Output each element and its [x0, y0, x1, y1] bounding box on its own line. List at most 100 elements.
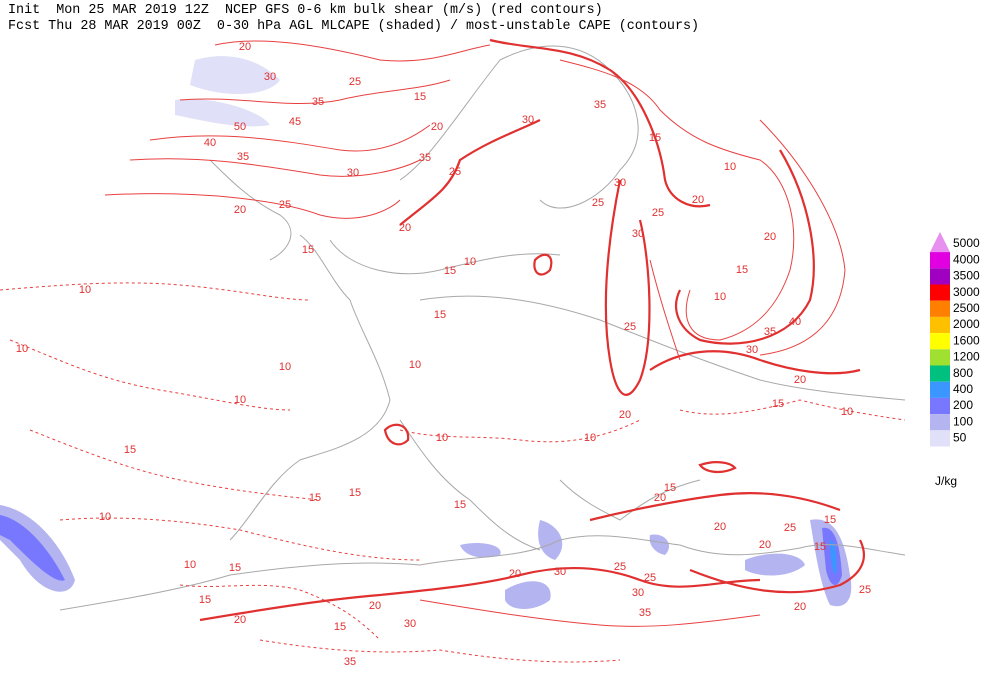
contour-label: 15: [824, 514, 836, 526]
shear-contours: [0, 38, 906, 663]
contour-label: 10: [724, 161, 736, 173]
contour-label: 15: [229, 562, 241, 574]
legend-swatch: [930, 268, 950, 285]
legend-swatch: [930, 252, 950, 269]
contour-label: 50: [234, 121, 246, 133]
legend-swatch: [930, 381, 950, 398]
contour-label: 30: [554, 566, 566, 578]
contour-label: 15: [772, 398, 784, 410]
contour-label: 20: [714, 521, 726, 533]
contour-label: 15: [454, 499, 466, 511]
contour-label: 10: [584, 432, 596, 444]
contour-label: 10: [714, 291, 726, 303]
contour-label: 10: [464, 256, 476, 268]
contour-label: 25: [614, 561, 626, 573]
contour-label: 25: [449, 166, 461, 178]
contour-label: 25: [784, 522, 796, 534]
contour-label: 30: [264, 71, 276, 83]
contour-label: 20: [654, 492, 666, 504]
contour-label: 15: [309, 492, 321, 504]
legend-label: 3500: [953, 269, 980, 283]
legend-label: 4000: [953, 252, 980, 266]
contour-label: 30: [522, 114, 534, 126]
legend: 5000 4000 3500 3000 2500 2000 1600 1200 800 400 20…: [930, 231, 980, 488]
contour-label: 35: [312, 96, 324, 108]
legend-label: 400: [953, 382, 973, 396]
contour-label: 10: [841, 406, 853, 418]
contour-label: 30: [632, 587, 644, 599]
contour-label: 10: [79, 284, 91, 296]
contour-label: 15: [334, 621, 346, 633]
legend-label: 50: [953, 431, 967, 445]
contour-label: 35: [344, 656, 356, 668]
contour-label: 20: [692, 194, 704, 206]
contour-label: 20: [369, 600, 381, 612]
contour-label: 45: [289, 116, 301, 128]
contour-label: 20: [509, 568, 521, 580]
contour-label: 15: [649, 132, 661, 144]
contour-label: 20: [764, 231, 776, 243]
contour-label: 35: [237, 151, 249, 163]
contour-label: 25: [279, 199, 291, 211]
contour-label: 20: [431, 121, 443, 133]
contour-label: 20: [239, 41, 251, 53]
header-line: Init Mon 25 MAR 2019 12Z NCEP GFS 0-6 km…: [8, 3, 603, 18]
contour-label: 25: [592, 197, 604, 209]
contour-label: 30: [746, 344, 758, 356]
contour-label: 15: [434, 309, 446, 321]
contour-label: 20: [794, 601, 806, 613]
contour-label: 15: [814, 541, 826, 553]
legend-label: 1200: [953, 350, 980, 364]
contour-label: 25: [624, 321, 636, 333]
contour-label: 25: [652, 207, 664, 219]
legend-swatch: [930, 231, 950, 253]
legend-unit: J/kg: [935, 474, 957, 488]
contour-label: 20: [759, 539, 771, 551]
coastlines: [59, 45, 906, 611]
legend-label: 2000: [953, 317, 980, 331]
legend-swatch: [930, 414, 950, 431]
contour-label: 40: [204, 137, 216, 149]
legend-label: 5000: [953, 236, 980, 250]
contour-label: 10: [409, 359, 421, 371]
contour-label: 20: [794, 374, 806, 386]
legend-swatch: [930, 300, 950, 317]
contour-label: 15: [664, 482, 676, 494]
header-line: Fcst Thu 28 MAR 2019 00Z 0-30 hPa AGL ML…: [8, 19, 699, 34]
contour-label: 40: [789, 316, 801, 328]
contour-label: 25: [644, 572, 656, 584]
legend-label: 2500: [953, 301, 980, 315]
contour-label: 35: [639, 607, 651, 619]
contour-label: 15: [736, 264, 748, 276]
contour-label: 10: [184, 559, 196, 571]
contour-label: 20: [399, 222, 411, 234]
contour-label: 15: [414, 91, 426, 103]
contour-label: 30: [614, 177, 626, 189]
contour-label: 25: [349, 76, 361, 88]
contour-label: 15: [199, 594, 211, 606]
legend-swatch: [930, 349, 950, 366]
contour-label: 15: [124, 444, 136, 456]
contour-label: 10: [99, 511, 111, 523]
legend-swatch: [930, 333, 950, 350]
contour-label: 30: [404, 618, 416, 630]
legend-swatch: [930, 397, 950, 415]
legend-label: 3000: [953, 285, 980, 299]
contour-label: 15: [444, 265, 456, 277]
contour-label: 30: [632, 228, 644, 240]
legend-label: 800: [953, 366, 973, 380]
legend-swatch: [930, 365, 950, 382]
contour-label: 10: [436, 432, 448, 444]
legend-label: 100: [953, 414, 973, 428]
contour-label: 20: [619, 409, 631, 421]
contour-label: 10: [16, 343, 28, 355]
legend-label: 200: [953, 398, 973, 412]
legend-swatch: [930, 430, 950, 447]
contour-label: 10: [234, 394, 246, 406]
contour-label: 20: [234, 614, 246, 626]
contour-label: 30: [347, 167, 359, 179]
cape-shading: [0, 56, 852, 609]
contour-label: 15: [302, 244, 314, 256]
legend-swatch: [930, 284, 950, 301]
